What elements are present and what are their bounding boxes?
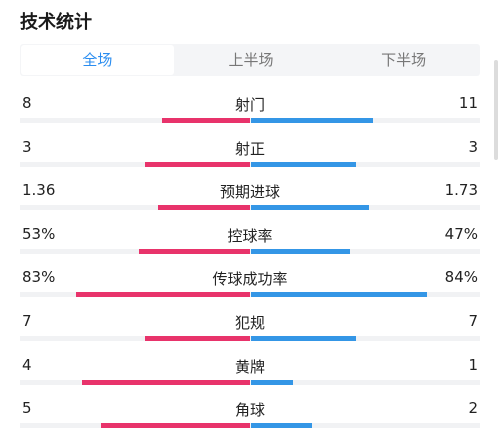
stat-label: 预期进球 — [219, 183, 280, 202]
stat-bar-track — [20, 335, 480, 341]
home-value: 83% — [22, 268, 56, 287]
away-value: 2 — [468, 399, 478, 418]
stat-label: 犯规 — [234, 313, 265, 332]
scrollbar[interactable] — [494, 60, 498, 160]
stat-bar-track — [20, 379, 480, 385]
stat-row: 1.36 预期进球 1.73 — [0, 169, 500, 213]
home-value: 5 — [22, 399, 32, 418]
stat-row: 7 犯规 7 — [0, 300, 500, 344]
stat-bar-track — [20, 292, 480, 298]
away-bar — [251, 118, 373, 123]
away-bar — [251, 379, 293, 385]
stat-label: 射门 — [234, 96, 265, 114]
home-bar — [145, 335, 250, 341]
stat-label: 传球成功率 — [212, 270, 288, 289]
away-value: 47% — [444, 224, 478, 243]
stat-row: 83% 传球成功率 84% — [0, 256, 500, 300]
stat-bar-track — [20, 205, 480, 211]
home-value: 8 — [22, 94, 32, 112]
home-value: 4 — [22, 355, 32, 374]
stat-row: 53% 控球率 47% — [0, 213, 500, 257]
tab-first-half[interactable]: 上半场 — [228, 51, 274, 69]
stat-bar-track — [20, 118, 480, 123]
away-value: 1 — [468, 355, 478, 374]
home-bar — [82, 379, 250, 385]
tab-full-match[interactable]: 全场 — [21, 45, 174, 75]
away-bar — [251, 335, 356, 341]
stat-bar-track — [20, 161, 480, 167]
away-value: 7 — [468, 311, 478, 330]
page-title: 技术统计 — [20, 12, 92, 33]
away-value: 1.73 — [444, 181, 478, 200]
stat-row: 5 角球 2 — [0, 387, 500, 431]
away-bar — [251, 292, 427, 298]
home-value: 3 — [22, 137, 32, 156]
away-value: 3 — [468, 137, 478, 156]
away-value: 11 — [458, 94, 478, 112]
home-bar — [139, 248, 250, 254]
stat-bar-track — [20, 248, 480, 254]
away-bar — [251, 161, 356, 167]
stat-bar-track — [20, 423, 480, 429]
away-bar — [251, 205, 369, 211]
stat-label: 射正 — [234, 139, 265, 158]
stat-row: 4 黄牌 1 — [0, 344, 500, 388]
home-bar — [145, 161, 250, 167]
away-value: 84% — [444, 268, 478, 287]
tab-second-half[interactable]: 下半场 — [381, 51, 427, 69]
away-bar — [251, 423, 312, 429]
home-value: 1.36 — [22, 181, 56, 200]
stat-label: 黄牌 — [234, 357, 265, 376]
stat-label: 控球率 — [227, 226, 273, 245]
stats-list: 8 射门 11 3 射正 3 1.36 预期进球 1.73 53% 控球率 47% 83% 传球成功率 84… — [0, 82, 500, 431]
period-tabs: 全场 上半场 下半场 — [20, 44, 480, 76]
home-bar — [162, 118, 250, 123]
home-bar — [101, 423, 250, 429]
stat-row: 8 射门 11 — [0, 82, 500, 126]
stat-label: 角球 — [234, 401, 265, 420]
home-value: 7 — [22, 311, 32, 330]
home-value: 53% — [22, 224, 56, 243]
stat-row: 3 射正 3 — [0, 126, 500, 170]
home-bar — [158, 205, 250, 211]
away-bar — [251, 248, 350, 254]
home-bar — [76, 292, 250, 298]
